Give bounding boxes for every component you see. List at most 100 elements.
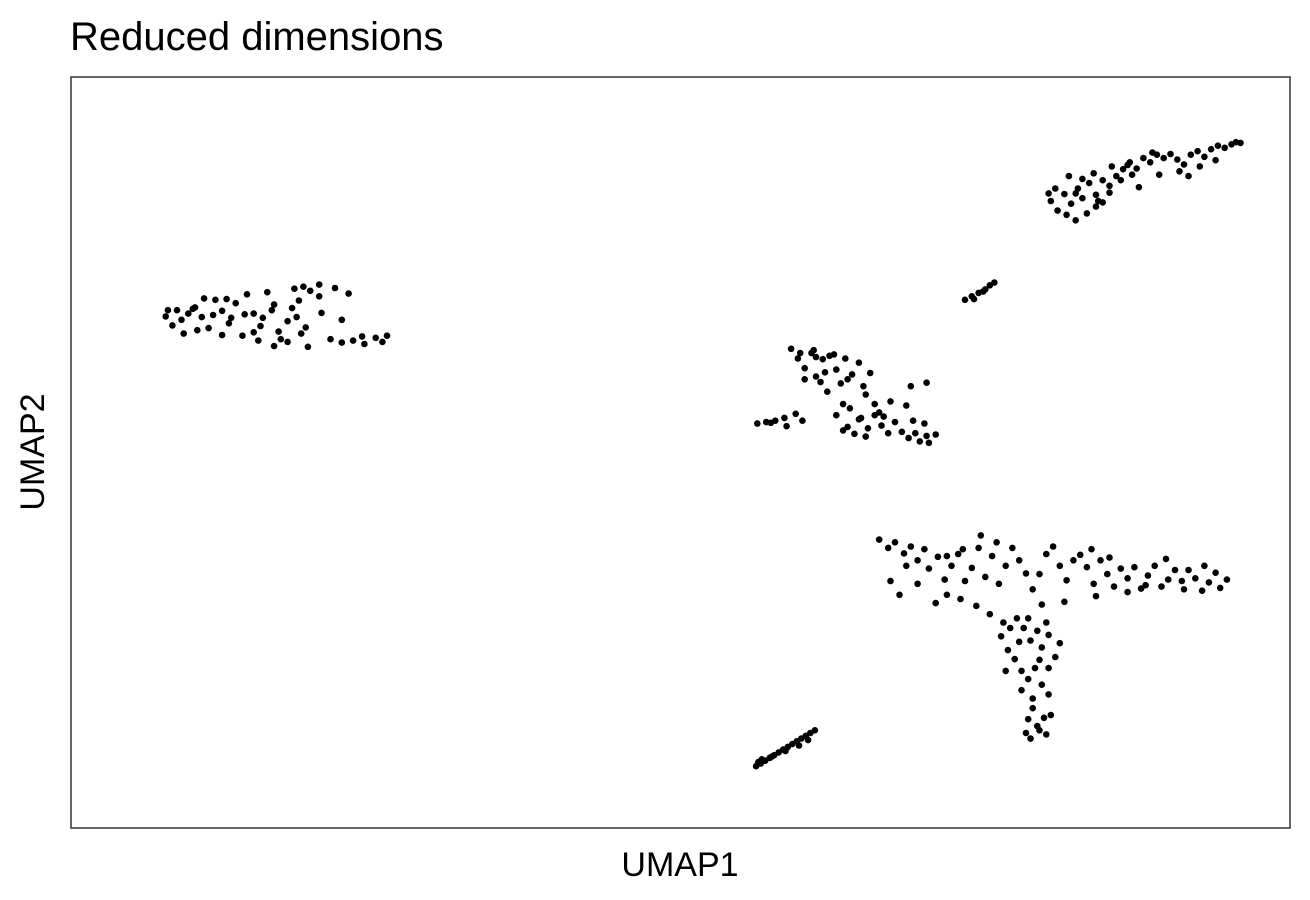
scatter-point — [995, 580, 1003, 588]
scatter-point — [300, 283, 307, 291]
scatter-point — [812, 373, 820, 380]
scatter-point — [833, 411, 840, 419]
scatter-point — [218, 331, 226, 339]
scatter-point — [1128, 171, 1136, 178]
scatter-point — [986, 610, 994, 618]
scatter-point — [795, 742, 803, 749]
scatter-point — [1065, 172, 1073, 180]
scatter-point — [1079, 194, 1086, 202]
scatter-point — [264, 288, 271, 296]
scatter-point — [1015, 638, 1023, 646]
scatter-point — [243, 291, 251, 298]
scatter-point — [198, 313, 206, 321]
scatter-point — [979, 288, 987, 295]
scatter-point — [1067, 200, 1075, 207]
scatter-point — [871, 400, 878, 408]
scatter-point — [792, 410, 799, 418]
scatter-point — [239, 332, 246, 340]
scatter-point — [1155, 171, 1163, 178]
scatter-point — [259, 314, 267, 322]
scatter-point — [1009, 544, 1016, 552]
scatter-point — [254, 337, 262, 344]
scatter-point — [781, 414, 788, 422]
scatter-point — [250, 329, 257, 336]
scatter-point — [982, 573, 989, 581]
scatter-point — [957, 595, 964, 603]
scatter-point — [1024, 715, 1032, 723]
scatter-point — [754, 420, 761, 427]
scatter-point — [1029, 586, 1036, 593]
scatter-point — [1013, 615, 1021, 622]
scatter-point — [988, 552, 996, 560]
scatter-point — [1171, 566, 1179, 574]
scatter-point — [331, 284, 339, 292]
scatter-point — [973, 602, 980, 610]
scatter-point — [839, 400, 847, 408]
scatter-point — [1047, 711, 1055, 719]
scatter-point — [1158, 583, 1165, 590]
scatter-point — [1133, 165, 1140, 172]
scatter-point — [812, 353, 820, 361]
scatter-point — [977, 532, 985, 539]
scatter-point — [844, 376, 851, 383]
scatter-point — [1034, 627, 1041, 635]
scatter-point — [315, 281, 323, 288]
scatter-point — [1092, 592, 1100, 600]
scatter-point — [921, 420, 928, 427]
plot-panel — [70, 76, 1291, 829]
scatter-point — [306, 287, 314, 295]
scatter-point — [1187, 151, 1195, 158]
scatter-point — [1079, 175, 1086, 183]
scatter-point — [767, 419, 775, 427]
scatter-point — [1151, 562, 1158, 570]
scatter-point — [225, 320, 233, 327]
scatter-point — [1135, 183, 1143, 191]
scatter-point — [1045, 631, 1052, 639]
scatter-point — [900, 550, 908, 557]
y-axis-label: UMAP2 — [14, 393, 52, 510]
scatter-point — [804, 736, 812, 744]
scatter-point — [783, 422, 790, 430]
scatter-point — [1201, 562, 1208, 570]
scatter-point — [1004, 646, 1012, 654]
scatter-point — [1162, 555, 1170, 563]
scatter-point — [1040, 714, 1048, 722]
scatter-point — [1092, 191, 1100, 199]
scatter-point — [907, 382, 915, 390]
scatter-point — [1072, 190, 1079, 197]
scatter-point — [1144, 572, 1152, 579]
scatter-point — [288, 304, 296, 312]
scatter-point — [1119, 165, 1127, 173]
points-layer — [162, 138, 1244, 770]
scatter-point — [884, 429, 892, 437]
scatter-point — [372, 334, 380, 342]
scatter-point — [1106, 554, 1113, 561]
scatter-point — [358, 333, 366, 340]
scatter-point — [180, 330, 187, 337]
scatter-point — [1043, 731, 1050, 738]
scatter-point — [782, 747, 789, 755]
scatter-point — [1083, 563, 1091, 571]
scatter-point — [844, 423, 851, 431]
scatter-point — [1149, 149, 1156, 156]
scatter-point — [302, 324, 310, 331]
scatter-point — [846, 405, 854, 412]
scatter-point — [189, 305, 197, 313]
scatter-point — [194, 326, 201, 334]
scatter-point — [925, 565, 933, 572]
scatter-point — [896, 591, 903, 599]
scatter-point — [891, 539, 899, 546]
scatter-point — [1038, 681, 1046, 688]
scatter-point — [1192, 575, 1199, 582]
scatter-point — [361, 340, 368, 348]
scatter-point — [903, 562, 910, 570]
scatter-point — [857, 414, 865, 422]
scatter-point — [257, 322, 264, 330]
scatter-point — [1045, 691, 1052, 698]
scatter-point — [1036, 727, 1043, 734]
scatter-point — [991, 279, 998, 286]
scatter-point — [1061, 598, 1068, 606]
scatter-point — [1056, 562, 1064, 570]
scatter-point — [1049, 543, 1057, 550]
